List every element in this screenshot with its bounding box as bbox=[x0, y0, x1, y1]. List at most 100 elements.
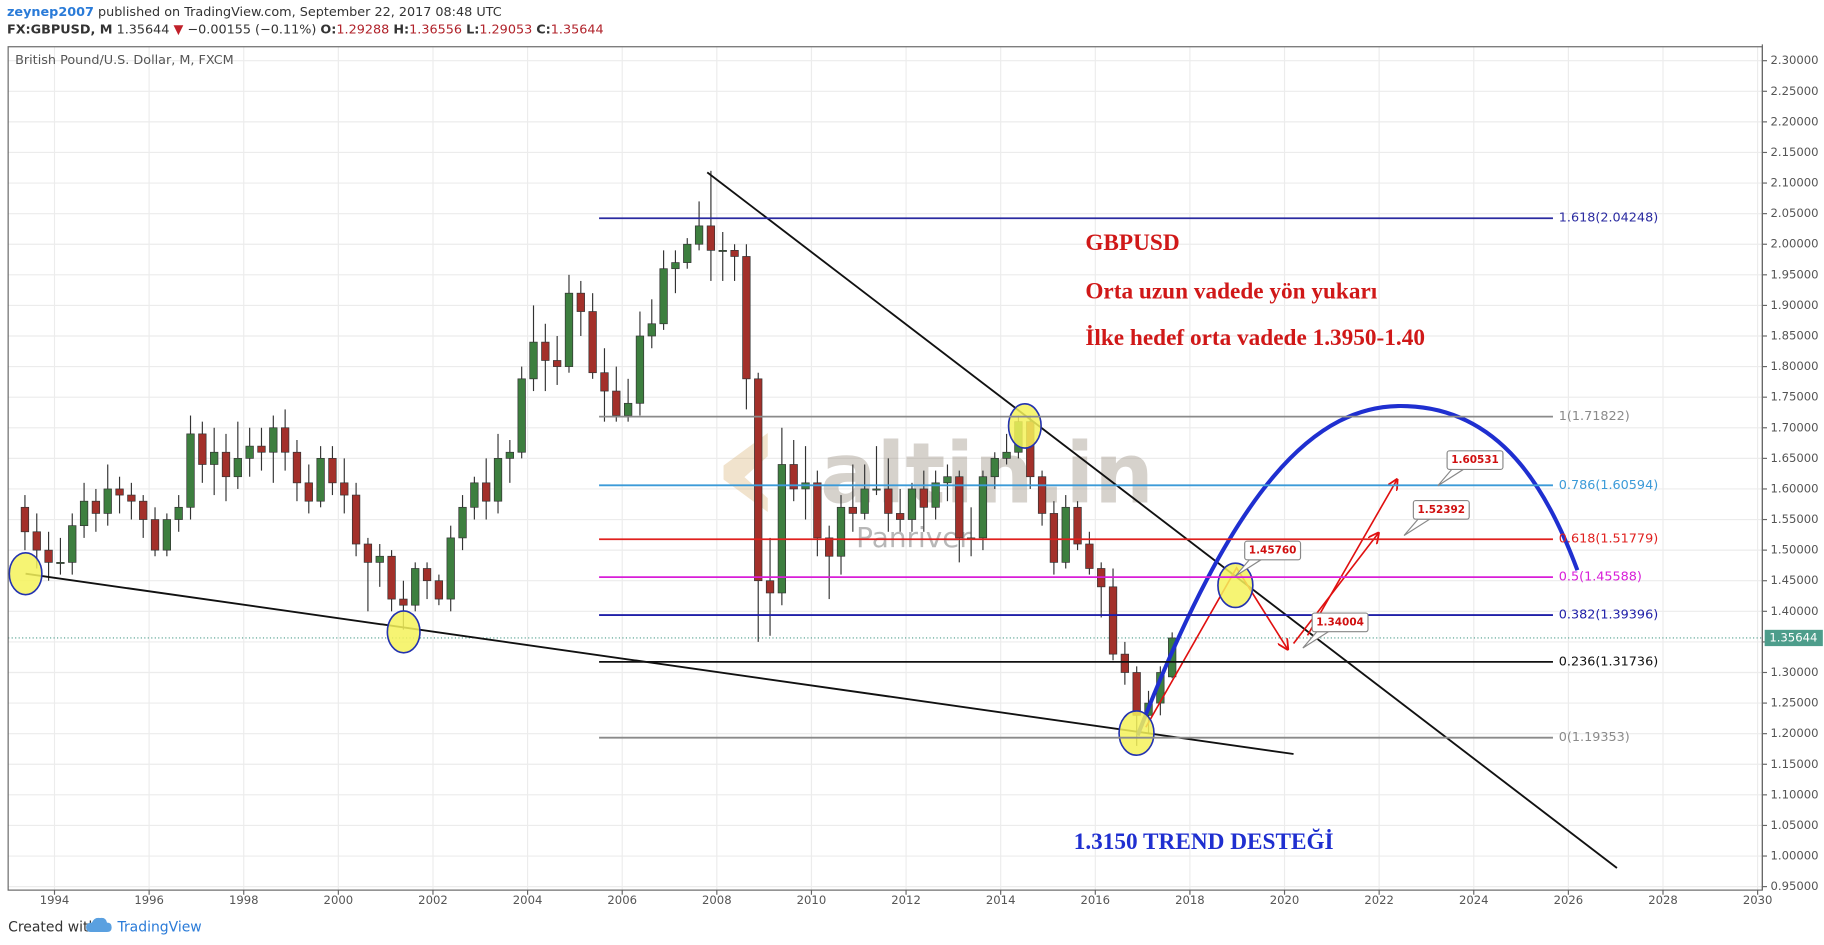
candle-body bbox=[399, 598, 408, 606]
candle-body bbox=[1120, 653, 1129, 673]
y-tick-label: 1.05000 bbox=[1770, 818, 1818, 832]
x-tick-label: 2020 bbox=[1270, 893, 1300, 907]
candle-body bbox=[281, 427, 290, 453]
candle-body bbox=[245, 445, 254, 459]
ohlc-value: 1.29288 bbox=[336, 22, 389, 37]
candle-body bbox=[328, 458, 337, 484]
brand-link[interactable]: TradingView bbox=[116, 919, 201, 935]
candle-body bbox=[1061, 506, 1070, 563]
y-tick-label: 1.95000 bbox=[1770, 267, 1818, 281]
candle-body bbox=[884, 488, 893, 514]
axes: 0.95000 1.00000 1.05000 1.10000 1.15000 1.200… bbox=[40, 53, 1823, 907]
y-tick-label: 1.30000 bbox=[1770, 665, 1818, 679]
candle-body bbox=[422, 568, 432, 582]
candle-body bbox=[896, 513, 905, 520]
trend-line bbox=[25, 572, 1294, 755]
candle-body bbox=[340, 482, 349, 496]
candle-body bbox=[316, 458, 325, 502]
highlight bbox=[386, 610, 421, 654]
candle-body bbox=[127, 494, 136, 502]
callout-label: 1.34004 bbox=[1316, 616, 1364, 628]
callout-box bbox=[1244, 540, 1302, 561]
candle-body bbox=[446, 537, 455, 600]
candle-body bbox=[517, 378, 526, 453]
candle-body bbox=[20, 506, 30, 533]
y-tick-label: 2.10000 bbox=[1770, 176, 1818, 190]
x-tick-label: 2010 bbox=[797, 893, 827, 907]
candle-body bbox=[553, 360, 562, 367]
candle-body bbox=[789, 464, 798, 490]
last-price-label: 1.35644 bbox=[1769, 630, 1817, 644]
y-tick-label: 1.00000 bbox=[1770, 849, 1818, 863]
candle-body bbox=[836, 506, 846, 557]
published: published on TradingView.com, September … bbox=[98, 4, 502, 19]
y-tick-label: 0.95000 bbox=[1770, 879, 1818, 893]
candle-body bbox=[683, 243, 692, 263]
candle-body bbox=[186, 433, 195, 508]
candle-body bbox=[434, 580, 444, 600]
ohlc-key: C: bbox=[536, 22, 551, 37]
candle-body bbox=[482, 482, 491, 502]
ohlc-value: 1.36556 bbox=[409, 22, 462, 37]
highlight bbox=[8, 551, 43, 596]
header-line: zeynep2007 published on TradingView.com,… bbox=[7, 4, 502, 19]
candle-body bbox=[529, 341, 538, 380]
candle-body bbox=[292, 451, 302, 484]
candle-body bbox=[470, 482, 479, 508]
candle-body bbox=[754, 378, 763, 582]
annotation: Orta uzun vadede yön yukarı bbox=[1085, 279, 1377, 305]
candle-body bbox=[68, 525, 77, 563]
x-tick-label: 1994 bbox=[40, 893, 70, 907]
callout-box bbox=[1446, 450, 1504, 471]
author[interactable]: zeynep2007 bbox=[7, 4, 94, 19]
watermark-sub: Panriver bbox=[856, 521, 971, 554]
candle-body bbox=[1108, 586, 1118, 655]
candle-body bbox=[458, 506, 467, 539]
candle-body bbox=[363, 543, 373, 563]
candle-body bbox=[706, 225, 716, 251]
candle-body bbox=[635, 335, 645, 404]
ohlc-value: 1.29053 bbox=[479, 22, 532, 37]
callout-label: 1.45760 bbox=[1249, 544, 1297, 556]
candle-body bbox=[848, 506, 857, 514]
candle-body bbox=[162, 519, 171, 551]
candle-body bbox=[505, 451, 514, 459]
candle-body bbox=[103, 488, 112, 514]
candle-body bbox=[825, 537, 834, 557]
candle-body bbox=[210, 451, 219, 465]
callout-box bbox=[1311, 612, 1369, 633]
candle-body bbox=[387, 555, 396, 600]
symbol-line: FX:GBPUSD, M 1.35644 ▼ −0.00155 (−0.11%)… bbox=[7, 22, 604, 37]
callout-label: 1.52392 bbox=[1417, 504, 1465, 516]
y-tick-label: 2.00000 bbox=[1770, 237, 1818, 251]
y-tick-label: 1.80000 bbox=[1770, 359, 1818, 373]
candle-body bbox=[978, 476, 988, 539]
candle-body bbox=[221, 451, 231, 478]
highlight bbox=[1217, 562, 1254, 609]
brand-icon[interactable] bbox=[86, 917, 112, 932]
y-tick-label: 2.15000 bbox=[1770, 145, 1818, 159]
x-tick-label: 2024 bbox=[1459, 893, 1489, 907]
candle-body bbox=[990, 458, 999, 478]
drawings: 1.618(2.04248) 1(1.71822) 0.786(1.60594) 0.… bbox=[8, 171, 1658, 869]
candle-body bbox=[931, 482, 940, 508]
x-tick-label: 2030 bbox=[1743, 893, 1773, 907]
candle-body bbox=[56, 562, 65, 564]
candle-body bbox=[32, 531, 41, 551]
annotation: GBPUSD bbox=[1085, 230, 1179, 256]
candle-body bbox=[1049, 513, 1059, 563]
x-tick-label: 2012 bbox=[891, 893, 921, 907]
x-tick-label: 2028 bbox=[1648, 893, 1678, 907]
x-tick-label: 2008 bbox=[702, 893, 732, 907]
x-tick-label: 2018 bbox=[1175, 893, 1205, 907]
candle-body bbox=[257, 445, 266, 453]
candle-body bbox=[718, 250, 727, 252]
annotation: İlke hedef orta vadede 1.3950-1.40 bbox=[1085, 325, 1425, 351]
candle-body bbox=[943, 476, 952, 484]
candle-body bbox=[493, 458, 503, 502]
arrow bbox=[1292, 533, 1379, 644]
candle-body bbox=[647, 323, 656, 337]
candle-body bbox=[872, 488, 881, 491]
y-tick-label: 2.05000 bbox=[1770, 206, 1818, 220]
fib-label: 1.618(2.04248) bbox=[1559, 211, 1658, 226]
